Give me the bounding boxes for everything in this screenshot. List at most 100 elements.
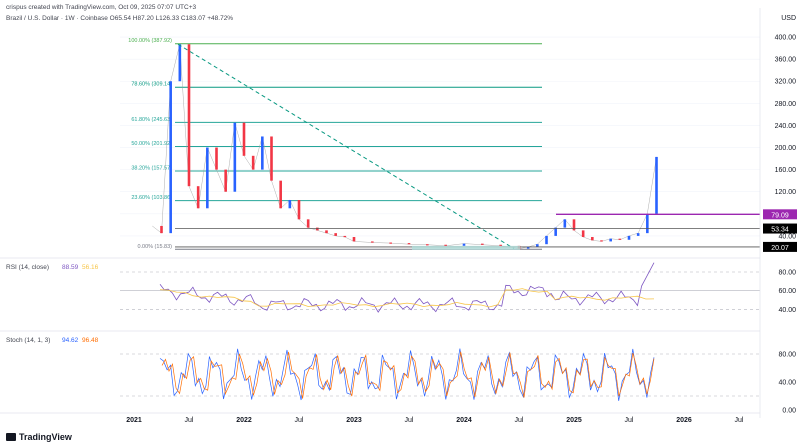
time-tick-label: Jul <box>405 417 414 424</box>
chart-subtitle: crispus created with TradingView.com, Oc… <box>6 4 197 11</box>
fib-level-label: 23.60% (103.86) <box>131 195 172 201</box>
stoch-label: Stoch (14, 1, 3) <box>6 337 50 344</box>
price-candle <box>206 147 209 209</box>
price-candle <box>224 169 227 192</box>
rsi-tick-label: 40.00 <box>778 307 796 314</box>
price-candle <box>306 219 310 228</box>
price-candle <box>325 230 328 234</box>
price-candle <box>499 244 502 246</box>
fib-level-label: 78.60% (309.14) <box>131 82 172 88</box>
price-candle <box>426 244 429 246</box>
price-candle <box>352 237 356 242</box>
price-tick-label: 40.00 <box>778 233 796 240</box>
time-tick-label: 2026 <box>676 417 692 424</box>
price-candle <box>563 219 567 228</box>
grid <box>120 36 760 237</box>
price-candle <box>591 237 594 241</box>
price-badge-label: 53.34 <box>771 227 789 234</box>
fib-level-label: 0.00% (15.83) <box>137 244 172 250</box>
price-candle <box>536 244 539 247</box>
time-tick-label: Jul <box>185 417 194 424</box>
price-axis[interactable]: 400.00 360.00 320.00 280.00 240.00 200.00 160.… <box>759 8 797 418</box>
price-candle <box>187 44 191 187</box>
price-candle <box>444 244 447 246</box>
price-candle <box>581 230 585 238</box>
price-candle <box>334 233 337 236</box>
tradingview-icon <box>6 433 16 441</box>
time-tick-label: Jul <box>515 417 524 424</box>
annotations <box>175 43 760 250</box>
price-candle <box>526 246 530 249</box>
stoch-d-line <box>161 351 655 399</box>
price-candle <box>160 225 163 234</box>
price-candle <box>316 227 319 231</box>
price-candle <box>545 235 548 245</box>
time-tick-label: 2022 <box>236 417 252 424</box>
price-candle <box>600 240 603 242</box>
stoch-tick-label: 80.00 <box>778 352 796 359</box>
dashed-trend-line <box>177 43 515 250</box>
tradingview-wordmark: TradingView <box>19 432 72 442</box>
price-candle <box>242 122 246 156</box>
rsi-tick-label: 80.00 <box>778 270 796 277</box>
rsi-panel: RSI (14, close) 88.59 56.16 80.00 60.00 40.00 <box>0 257 796 314</box>
fibonacci-retracement[interactable]: 100.00% (387.92) 78.60% (309.14) 61.80% (2… <box>128 38 542 250</box>
price-candle <box>297 200 301 220</box>
price-badge <box>763 241 797 252</box>
tradingview-logo[interactable]: TradingView <box>6 432 72 442</box>
price-candle <box>627 235 631 240</box>
stoch-d-value: 96.48 <box>82 337 99 344</box>
price-candle <box>407 243 411 245</box>
price-candle <box>261 136 264 170</box>
time-tick-label: 2021 <box>126 417 142 424</box>
rsi-value: 88.59 <box>62 264 79 271</box>
symbol-legend[interactable]: Brazil / U.S. Dollar · 1W · Coinbase O65… <box>6 15 234 22</box>
price-tick-label: 320.00 <box>775 79 797 86</box>
currency-label: USD <box>781 15 796 22</box>
price-candle <box>270 136 273 181</box>
price-candle <box>655 156 658 214</box>
stoch-panel: Stoch (14, 1, 3) 94.62 96.48 80.00 40.00 0.00 <box>0 330 796 415</box>
stoch-tick-label: 0.00 <box>782 408 796 415</box>
price-tick-label: 160.00 <box>775 167 797 174</box>
price-candle <box>462 243 466 246</box>
price-candle <box>572 219 576 231</box>
time-tick-label: Jul <box>295 417 304 424</box>
stoch-k-value: 94.62 <box>62 337 79 344</box>
rsi-ma-value: 56.16 <box>82 264 99 271</box>
price-candle <box>251 155 255 170</box>
fib-level-label: 38.20% (157.57) <box>131 165 172 171</box>
price-tick-label: 200.00 <box>775 145 797 152</box>
price-tick-label: 360.00 <box>775 57 797 64</box>
price-badge-label: 79.09 <box>771 212 789 219</box>
time-tick-label: 2025 <box>566 417 582 424</box>
rsi-line <box>159 262 655 313</box>
fib-level-label: 50.00% (201.92) <box>131 141 172 147</box>
price-candle <box>554 227 557 236</box>
rsi-ma-line <box>159 288 655 308</box>
price-badge <box>763 223 797 234</box>
rsi-label: RSI (14, close) <box>6 264 49 271</box>
fib-level-label: 100.00% (387.92) <box>128 38 172 44</box>
price-tick-label: 280.00 <box>775 101 797 108</box>
price-candle <box>636 233 640 236</box>
price-candle <box>646 213 649 234</box>
rsi-tick-label: 60.00 <box>778 288 796 295</box>
price-candle <box>618 238 622 240</box>
price-candle <box>169 81 172 234</box>
price-tick-label: 240.00 <box>775 123 797 130</box>
price-tick-label: 400.00 <box>775 35 797 42</box>
price-candle <box>215 147 218 170</box>
price-candle <box>196 186 200 209</box>
price-tick-label: 120.00 <box>775 189 797 196</box>
price-candle <box>371 241 374 243</box>
price-candle <box>343 235 347 238</box>
price-candle <box>178 44 182 82</box>
price-candle <box>481 243 484 245</box>
price-candle <box>389 242 392 244</box>
price-badge-label: 20.07 <box>771 245 789 252</box>
time-tick-label: 2024 <box>456 417 472 424</box>
time-axis[interactable]: 2021 Jul 2022 Jul 2023 Jul 2024 Jul 2025 Jul 2026 J… <box>0 412 760 424</box>
price-candle <box>233 122 237 192</box>
